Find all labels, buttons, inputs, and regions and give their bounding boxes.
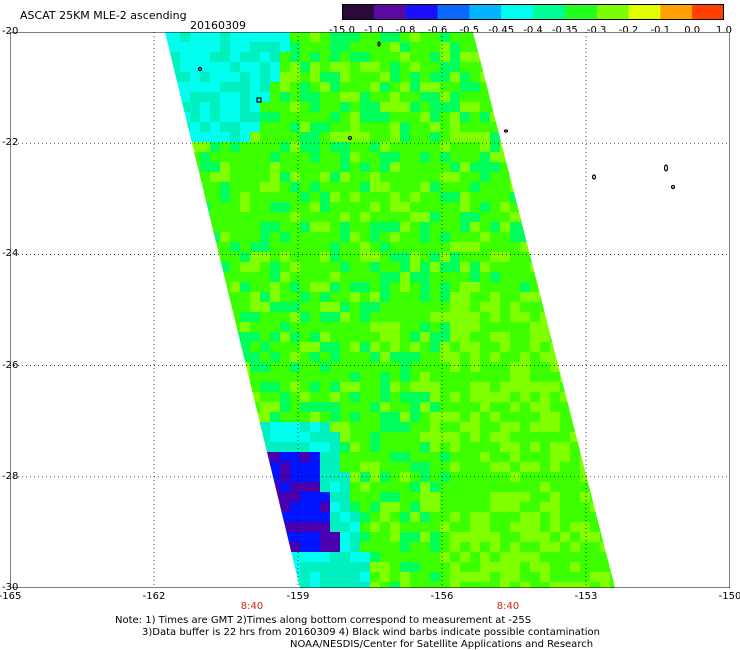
island-shape xyxy=(670,184,676,190)
colorbar-tick-label: -0.6 xyxy=(427,25,448,36)
colorbar xyxy=(342,4,724,20)
colorbar-tick-label: -0.3 xyxy=(586,25,607,36)
colorbar-tick-label: -0.8 xyxy=(395,25,416,36)
note-line-2: 3)Data buffer is 22 hrs from 20160309 4)… xyxy=(142,627,600,638)
colorbar-segment xyxy=(342,4,375,20)
colorbar-segment xyxy=(405,4,438,20)
longitude-label: -165 xyxy=(0,591,22,602)
island-shape xyxy=(503,129,509,133)
colorbar-tick-label: -0.35 xyxy=(551,25,578,36)
island-shape xyxy=(256,97,262,103)
colorbar-segment xyxy=(469,4,502,20)
note-line-3: NOAA/NESDIS/Center for Satellite Applica… xyxy=(290,639,594,650)
longitude-label: -159 xyxy=(286,591,310,602)
island-shape xyxy=(347,135,353,141)
colorbar-tick-label: -1.0 xyxy=(364,25,384,36)
island-shape xyxy=(591,174,597,180)
colorbar-tick-label: 0.0 xyxy=(684,25,701,36)
colorbar-tick-label: -15.0 xyxy=(329,25,355,36)
note-line-1: Note: 1) Times are GMT 2)Times along bot… xyxy=(115,615,532,626)
colorbar-segment xyxy=(660,4,693,20)
product-title: ASCAT 25KM MLE-2 ascending xyxy=(20,9,187,22)
island-shape xyxy=(377,41,381,47)
colorbar-tick-label: -0.2 xyxy=(618,25,639,36)
colorbar-tick-label: -0.45 xyxy=(488,25,515,36)
longitude-label: -156 xyxy=(430,591,454,602)
colorbar-segment xyxy=(692,4,724,20)
island-shape xyxy=(663,164,669,172)
time-label: 8:40 xyxy=(496,601,520,612)
colorbar-segment xyxy=(596,4,629,20)
island-shape xyxy=(197,66,203,72)
colorbar-labels: -15.0 -1.0 -0.8 -0.6 -0.5 -0.45 -0.4 -0.35 -0.3-… xyxy=(329,25,732,39)
colorbar-segment xyxy=(564,4,598,20)
time-label: 8:40 xyxy=(240,601,264,612)
colorbar-tick-label: -0.5 xyxy=(459,25,480,36)
colorbar-segment xyxy=(437,4,470,20)
colorbar-tick-label: -0.1 xyxy=(650,25,671,36)
colorbar-segment xyxy=(373,4,407,20)
product-date: 20160309 xyxy=(190,19,246,32)
longitude-label: -153 xyxy=(574,591,598,602)
longitude-label: -162 xyxy=(142,591,166,602)
colorbar-segment xyxy=(501,4,534,20)
colorbar-segment xyxy=(628,4,661,20)
colorbar-segment xyxy=(533,4,566,20)
longitude-label: -150 xyxy=(718,591,740,602)
colorbar-tick-label: 1.0 xyxy=(716,25,732,36)
colorbar-tick-label: -0.4 xyxy=(523,25,543,36)
swath-map xyxy=(10,32,730,588)
